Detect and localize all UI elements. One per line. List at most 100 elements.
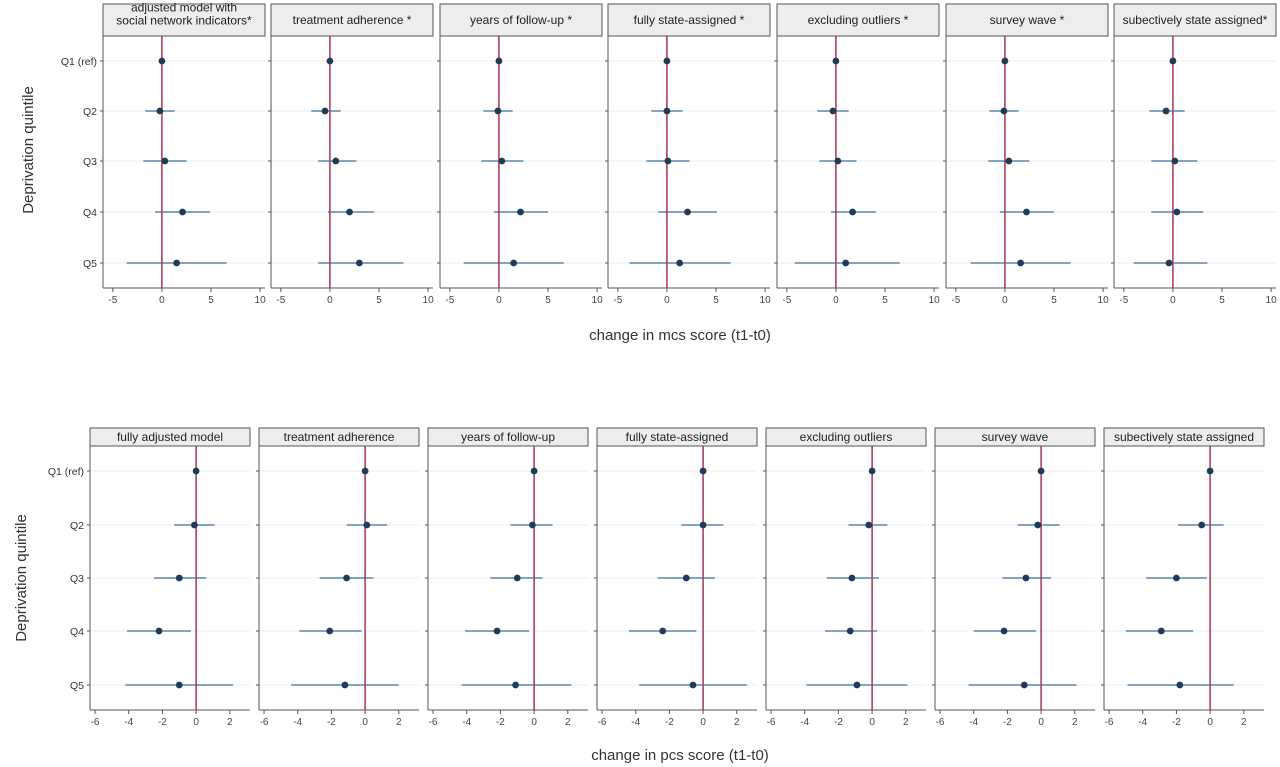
y-tick-label: Q3 — [70, 573, 84, 585]
x-tick-label: -6 — [429, 717, 438, 728]
x-tick-label: 0 — [362, 717, 368, 728]
x-tick-label: -6 — [936, 717, 945, 728]
estimate-point — [664, 157, 672, 165]
estimate-point — [155, 627, 163, 635]
y-tick-label: Q2 — [70, 520, 84, 532]
x-tick-label: 5 — [1051, 295, 1057, 306]
estimate-point — [848, 574, 856, 582]
estimate-point — [1206, 467, 1214, 475]
y-axis-title: Deprivation quintile — [20, 86, 37, 214]
estimate-point — [659, 627, 667, 635]
facet-strip-label: subectively state assigned* — [1123, 13, 1268, 27]
estimate-point — [321, 107, 329, 115]
facet-strip — [934, 427, 1096, 447]
estimate-point — [513, 574, 521, 582]
estimate-point — [1023, 208, 1030, 216]
x-tick-label: 10 — [1098, 295, 1110, 306]
estimate-point — [865, 521, 873, 529]
estimate-point — [1173, 208, 1181, 216]
estimate-point — [832, 57, 840, 65]
estimate-point — [663, 57, 671, 65]
x-tick-label: 2 — [1241, 717, 1247, 728]
facet-strip-label: fully state-assigned * — [634, 13, 745, 27]
estimate-point — [530, 467, 538, 475]
estimate-point — [346, 208, 353, 216]
x-tick-label: -4 — [969, 717, 978, 728]
x-axis-title: change in pcs score (t1-t0) — [591, 747, 769, 764]
estimate-point — [495, 57, 503, 65]
facet-strip-label: social network indicators* — [116, 14, 252, 28]
estimate-point — [1176, 681, 1184, 689]
facet-strip — [945, 3, 1109, 37]
x-tick-label: 2 — [903, 717, 909, 728]
facet-strip-label: years of follow-up * — [470, 13, 572, 27]
x-tick-label: -4 — [631, 717, 640, 728]
estimate-point — [1157, 627, 1165, 635]
estimate-point — [1017, 259, 1025, 267]
y-axis-title: Deprivation quintile — [13, 514, 30, 642]
estimate-point — [161, 157, 169, 165]
estimate-point — [846, 627, 854, 635]
x-tick-label: 0 — [159, 295, 165, 306]
facet-strip-label: treatment adherence — [284, 430, 395, 444]
facet-strip-label: survey wave — [982, 430, 1049, 444]
estimate-point — [1169, 57, 1177, 65]
x-tick-label: -4 — [124, 717, 133, 728]
estimate-point — [343, 574, 350, 582]
estimate-point — [1005, 157, 1013, 165]
estimate-point — [355, 259, 363, 267]
estimate-point — [842, 259, 850, 267]
facet-panel: survey wave * -5 0 5 10 — [943, 3, 1110, 306]
facet-strip — [89, 427, 251, 447]
estimate-point — [510, 259, 518, 267]
estimate-point — [689, 681, 697, 689]
estimate-point — [512, 681, 519, 689]
x-tick-label: 10 — [1266, 295, 1278, 306]
facet-panel: survey wave -6 -4 -2 0 2 — [932, 427, 1096, 728]
facet-strip — [439, 3, 603, 37]
y-tick-label: Q5 — [70, 680, 84, 692]
estimate-point — [494, 107, 502, 115]
estimate-point — [1171, 157, 1179, 165]
x-tick-label: -5 — [445, 295, 454, 306]
facet-strip-label: years of follow-up — [461, 430, 555, 444]
facet-strip-label: excluding outliers * — [808, 13, 909, 27]
x-tick-label: -2 — [1172, 717, 1181, 728]
x-tick-label: 0 — [1170, 295, 1176, 306]
x-tick-label: 10 — [760, 295, 772, 306]
x-axis-title: change in mcs score (t1-t0) — [589, 327, 771, 344]
x-tick-label: -2 — [327, 717, 336, 728]
x-tick-label: -6 — [1105, 717, 1114, 728]
estimate-point — [192, 467, 200, 475]
x-tick-label: -4 — [1138, 717, 1147, 728]
x-tick-label: 10 — [592, 295, 604, 306]
estimate-point — [699, 521, 707, 529]
estimate-point — [1173, 574, 1180, 582]
facet-strip — [1103, 427, 1265, 447]
x-tick-label: 10 — [929, 295, 941, 306]
estimate-point — [684, 208, 691, 216]
estimate-point — [191, 521, 198, 529]
x-tick-label: 10 — [255, 295, 267, 306]
x-tick-label: 5 — [882, 295, 888, 306]
estimate-point — [363, 521, 371, 529]
estimate-point — [341, 681, 349, 689]
x-tick-label: 5 — [1219, 295, 1225, 306]
x-tick-label: 0 — [193, 717, 199, 728]
estimate-point — [663, 107, 671, 115]
facet-strip — [596, 427, 758, 447]
estimate-point — [158, 57, 166, 65]
estimate-point — [179, 208, 186, 216]
facet-strip-label: adjusted model with — [131, 1, 237, 15]
estimate-point — [682, 574, 690, 582]
estimate-point — [1037, 467, 1045, 475]
estimate-point — [517, 208, 524, 216]
y-tick-label: Q4 — [83, 207, 97, 219]
estimate-point — [529, 521, 536, 529]
y-tick-label: Q3 — [83, 156, 97, 168]
x-tick-label: -6 — [91, 717, 100, 728]
x-tick-label: -5 — [276, 295, 285, 306]
x-tick-label: -6 — [598, 717, 607, 728]
x-tick-label: 0 — [664, 295, 670, 306]
